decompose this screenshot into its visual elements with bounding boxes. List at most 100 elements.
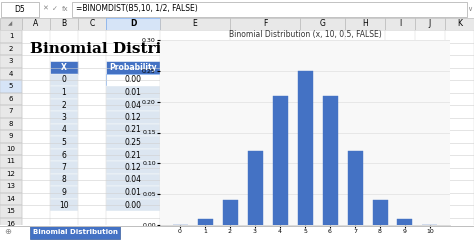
Bar — [22, 18, 50, 30]
Bar — [50, 186, 78, 199]
Bar — [50, 124, 78, 136]
Text: D5: D5 — [15, 5, 26, 13]
Bar — [0, 67, 22, 80]
Bar — [106, 174, 160, 186]
Text: 3: 3 — [62, 113, 66, 122]
Text: 14: 14 — [7, 196, 16, 202]
Text: 6: 6 — [9, 96, 13, 102]
Text: E: E — [192, 19, 197, 29]
Bar — [106, 74, 160, 86]
Text: 13: 13 — [7, 183, 16, 189]
Bar — [247, 151, 263, 225]
Bar — [273, 96, 288, 225]
Bar — [106, 86, 160, 99]
Bar — [160, 18, 230, 30]
Title: Binomial Distribution (x, 10, 0.5, FALSE): Binomial Distribution (x, 10, 0.5, FALSE… — [228, 30, 382, 39]
Bar — [106, 149, 160, 161]
Text: Binomial Distribution: Binomial Distribution — [30, 42, 217, 56]
Bar — [0, 55, 22, 67]
Bar — [222, 200, 237, 225]
Text: 11: 11 — [7, 158, 16, 164]
Text: 10: 10 — [59, 200, 69, 210]
Text: K: K — [457, 19, 462, 29]
Text: 0.21: 0.21 — [125, 126, 141, 134]
Text: H: H — [362, 19, 368, 29]
Text: 7: 7 — [9, 108, 13, 114]
Bar — [106, 111, 160, 124]
Text: G: G — [319, 19, 326, 29]
Text: ✕: ✕ — [42, 6, 48, 12]
Bar — [385, 18, 415, 30]
Bar — [0, 155, 22, 168]
Bar — [50, 199, 78, 211]
Text: 0.01: 0.01 — [125, 188, 141, 197]
Bar — [50, 86, 78, 99]
Text: $P_x = \binom{n}{x}p^x q^{n-x}$: $P_x = \binom{n}{x}p^x q^{n-x}$ — [270, 46, 381, 66]
Bar — [198, 219, 212, 225]
Bar — [106, 161, 160, 174]
Text: 0.00: 0.00 — [125, 200, 142, 210]
Bar — [106, 61, 160, 74]
Text: 5: 5 — [62, 138, 66, 147]
Text: B: B — [62, 19, 66, 29]
Bar — [445, 18, 474, 30]
Text: 0.00: 0.00 — [125, 76, 142, 84]
Bar — [50, 111, 78, 124]
Text: 0.12: 0.12 — [125, 113, 141, 122]
Bar — [50, 99, 78, 111]
Text: 8: 8 — [62, 175, 66, 185]
Bar — [0, 30, 22, 42]
Text: ✓: ✓ — [52, 6, 58, 12]
Text: ◢: ◢ — [8, 22, 12, 26]
Text: 2: 2 — [62, 101, 66, 109]
Bar — [345, 18, 385, 30]
FancyBboxPatch shape — [1, 2, 39, 17]
Bar — [415, 18, 445, 30]
Bar — [0, 226, 474, 227]
Text: A: A — [33, 19, 38, 29]
Bar — [50, 136, 78, 149]
Text: 16: 16 — [7, 221, 16, 227]
Text: 9: 9 — [62, 188, 66, 197]
Bar — [50, 174, 78, 186]
Bar — [50, 74, 78, 86]
Text: C: C — [90, 19, 95, 29]
Bar — [0, 92, 22, 105]
Bar — [0, 80, 22, 92]
Text: 2: 2 — [9, 46, 13, 52]
Bar — [50, 61, 78, 74]
Bar — [0, 180, 22, 192]
Bar — [106, 199, 160, 211]
Text: 10: 10 — [7, 146, 16, 152]
Text: 15: 15 — [7, 208, 16, 214]
Text: 1: 1 — [62, 88, 66, 97]
Text: 4: 4 — [9, 71, 13, 77]
Bar — [0, 217, 22, 230]
Bar — [50, 149, 78, 161]
Text: Binomial Distribution: Binomial Distribution — [33, 229, 118, 235]
Bar — [230, 18, 300, 30]
Bar — [300, 18, 345, 30]
Text: =BINOMDIST(B5,10, 1/2, FALSE): =BINOMDIST(B5,10, 1/2, FALSE) — [76, 5, 198, 13]
Bar — [106, 18, 160, 30]
Bar — [0, 18, 22, 30]
Text: 8: 8 — [9, 121, 13, 127]
Text: I: I — [399, 19, 401, 29]
Text: 0: 0 — [62, 76, 66, 84]
Bar — [373, 200, 388, 225]
Bar — [78, 18, 106, 30]
Bar — [0, 205, 22, 217]
Bar — [0, 192, 22, 205]
Bar — [298, 71, 312, 225]
Bar — [347, 151, 363, 225]
Text: 4: 4 — [62, 126, 66, 134]
Bar — [106, 124, 160, 136]
Text: 9: 9 — [9, 133, 13, 139]
Text: ⊕: ⊕ — [4, 228, 11, 236]
Bar — [0, 42, 22, 55]
Bar — [50, 161, 78, 174]
Bar — [0, 130, 22, 143]
Text: F: F — [263, 19, 267, 29]
FancyBboxPatch shape — [72, 2, 467, 17]
Text: Probability: Probability — [109, 63, 157, 72]
